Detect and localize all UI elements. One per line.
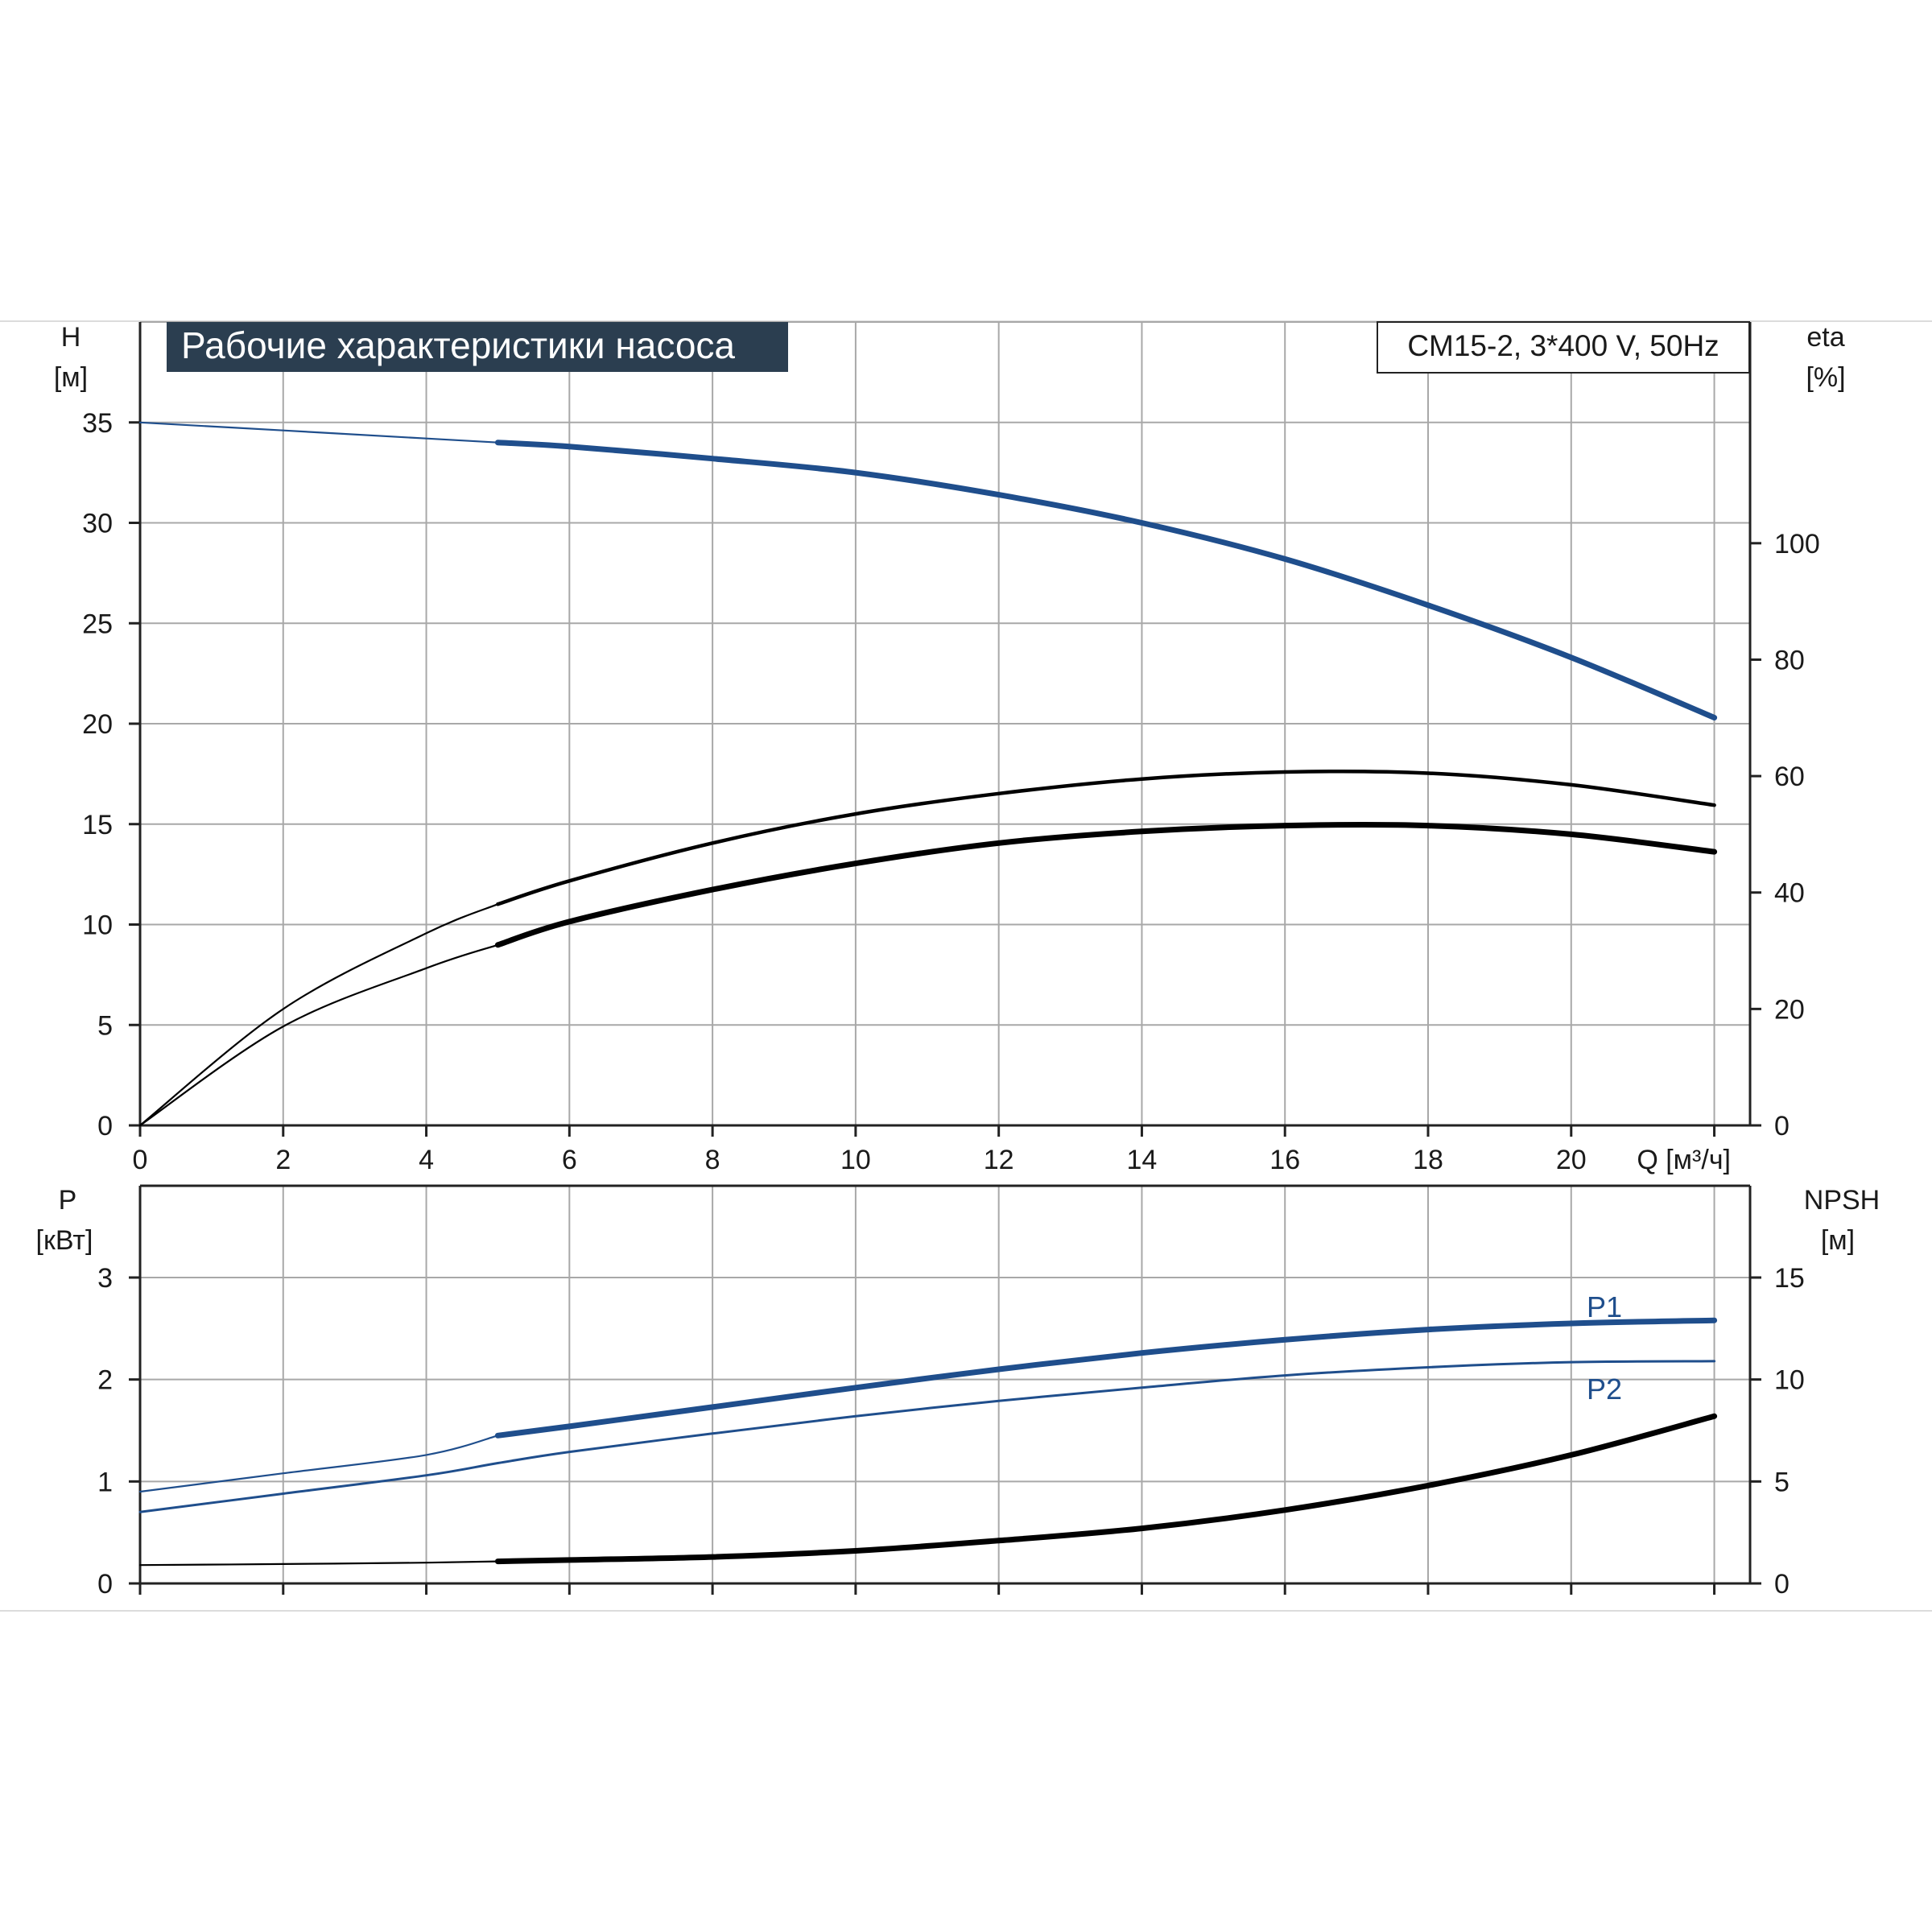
right-tick-label: 60	[1774, 762, 1805, 792]
x-tick-label: 10	[840, 1145, 871, 1175]
model-label: CM15-2, 3*400 V, 50Hz	[1407, 329, 1719, 362]
bottom-npsh-curve-extrapolated	[138, 1560, 499, 1567]
left-tick-label: 3	[97, 1263, 113, 1294]
x-tick-label: 20	[1556, 1145, 1587, 1175]
x-tick-label: 4	[419, 1145, 434, 1175]
left-tick-label: 0	[97, 1111, 113, 1141]
model-box	[1377, 321, 1750, 374]
right-tick-label: 100	[1774, 529, 1820, 559]
x-tick-label: 16	[1269, 1145, 1300, 1175]
top-eta-curve-extrapolated	[138, 903, 499, 1127]
npsh-axis-symbol: NPSH	[1804, 1185, 1880, 1216]
bottom-chart-grid: 0 1 2 3 0 5 10 15	[97, 1184, 1805, 1600]
bottom-npsh-curve	[494, 1413, 1718, 1565]
npsh-axis-unit: [м]	[1821, 1225, 1855, 1256]
p-axis-unit: [кВт]	[36, 1225, 93, 1256]
curves-layer	[138, 421, 1718, 1567]
x-tick-label: 12	[984, 1145, 1014, 1175]
bottom-p2-curve	[138, 1360, 1716, 1513]
left-tick-label: 1	[97, 1467, 113, 1497]
bottom-p1-curve	[494, 1317, 1718, 1439]
eta-axis-unit: [%]	[1806, 362, 1845, 393]
q-axis-label: Q [м³/ч]	[1637, 1145, 1731, 1175]
left-tick-label: 20	[82, 709, 113, 740]
x-tick-label: 14	[1127, 1145, 1158, 1175]
chart-title: Рабочие характеристики насоса	[181, 324, 735, 366]
x-tick-label: 18	[1413, 1145, 1443, 1175]
title-background	[167, 322, 788, 372]
x-tick-label: 6	[562, 1145, 577, 1175]
bottom-p1-curve-extrapolated	[138, 1435, 499, 1493]
x-tick-label: 2	[275, 1145, 291, 1175]
x-tick-label: 8	[705, 1145, 720, 1175]
left-tick-label: 25	[82, 609, 113, 639]
right-tick-label: 10	[1774, 1365, 1805, 1396]
eta-axis-symbol: eta	[1806, 322, 1844, 353]
top-chart-grid: 0 5 10 15 20 25 30 35 0 20 40 60 80 100 0 2 4 6 8 10 12 14 16 1…	[82, 321, 1820, 1175]
right-tick-label: 0	[1774, 1569, 1790, 1600]
right-tick-label: 15	[1774, 1263, 1805, 1294]
top-eta2-curve	[494, 821, 1718, 948]
bottom-border-line	[0, 1610, 1932, 1612]
left-tick-label: 10	[82, 910, 113, 941]
p1-series-label: P1	[1587, 1290, 1622, 1323]
top-h-curve-extrapolated	[138, 421, 499, 444]
p2-series-label: P2	[1587, 1373, 1622, 1406]
top-eta2-curve-extrapolated	[138, 943, 499, 1127]
left-tick-label: 5	[97, 1010, 113, 1041]
right-tick-label: 40	[1774, 878, 1805, 909]
left-tick-label: 15	[82, 810, 113, 840]
left-tick-label: 35	[82, 408, 113, 439]
x-tick-label: 0	[133, 1145, 148, 1175]
left-tick-label: 2	[97, 1365, 113, 1396]
top-eta-curve	[496, 769, 1716, 906]
right-tick-label: 20	[1774, 994, 1805, 1025]
h-axis-symbol: H	[61, 322, 81, 353]
h-axis-unit: [м]	[54, 362, 88, 393]
left-tick-label: 0	[97, 1569, 113, 1600]
right-tick-label: 5	[1774, 1467, 1790, 1497]
top-h-curve	[494, 440, 1718, 720]
left-tick-label: 30	[82, 509, 113, 539]
right-tick-label: 80	[1774, 645, 1805, 675]
right-tick-label: 0	[1774, 1111, 1790, 1141]
p-axis-symbol: P	[59, 1185, 77, 1216]
